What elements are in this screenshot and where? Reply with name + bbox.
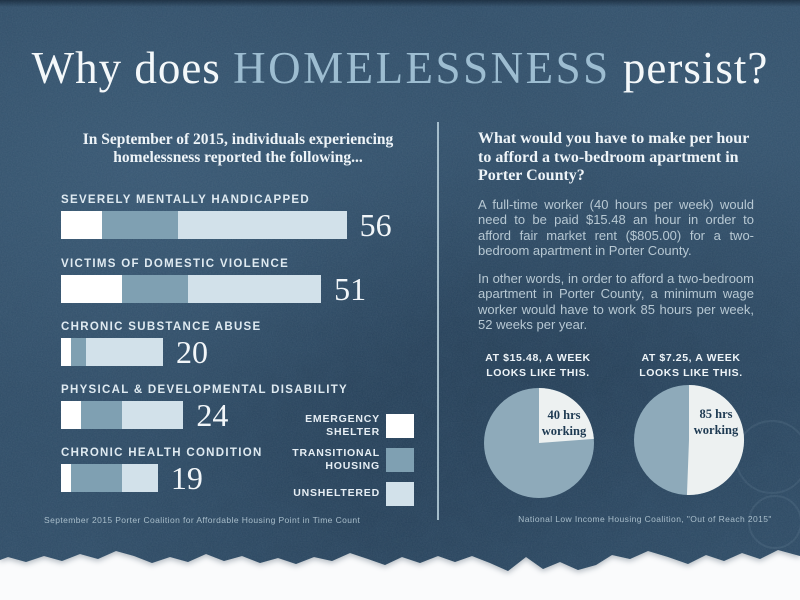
bar-segment-emergency-shelter bbox=[61, 211, 102, 239]
bar-row-severely-mentally-handicapped: SEVERELY MENTALLY HANDICAPPED 56 bbox=[61, 194, 392, 241]
pie-wedge-label: 40 hrs working bbox=[541, 408, 587, 439]
legend-label: EMERGENCY SHELTER bbox=[305, 412, 380, 438]
pie-wedge-label: 85 hrs working bbox=[693, 407, 739, 438]
pie-slice-working bbox=[539, 388, 594, 443]
bar-row-physical-developmental-disability: PHYSICAL & DEVELOPMENTAL DISABILITY 24 bbox=[61, 384, 349, 433]
bar-total-value: 24 bbox=[196, 397, 229, 433]
legend-label: UNSHELTERED bbox=[293, 487, 380, 500]
bar-segment-unsheltered bbox=[122, 401, 184, 429]
legend-swatch-transitional-housing bbox=[386, 448, 414, 472]
right-heading-line1: What would you have to make per hour bbox=[478, 130, 750, 147]
bar-segment-emergency-shelter bbox=[61, 275, 123, 303]
bar-segment-unsheltered bbox=[188, 275, 322, 303]
paragraph-fair-market-rent: A full-time worker (40 hours per week) w… bbox=[478, 197, 754, 258]
chart-legend: EMERGENCY SHELTER TRANSITIONAL HOUSING UNS… bbox=[280, 412, 414, 516]
pie-slice-working bbox=[686, 385, 745, 495]
bar-category-label: PHYSICAL & DEVELOPMENTAL DISABILITY bbox=[61, 384, 349, 396]
water-stain bbox=[748, 495, 800, 549]
title-prefix: Why does bbox=[31, 43, 221, 93]
bar-row-victims-of-domestic-violence: VICTIMS OF DOMESTIC VIOLENCE 51 bbox=[61, 258, 366, 305]
legend-swatch-emergency-shelter bbox=[386, 414, 414, 438]
left-source: September 2015 Porter Coalition for Affo… bbox=[44, 515, 361, 525]
pie-svg bbox=[634, 385, 745, 495]
bar-category-label: SEVERELY MENTALLY HANDICAPPED bbox=[61, 194, 311, 206]
bar: 19 bbox=[61, 460, 203, 496]
pie-svg bbox=[484, 388, 594, 498]
bar-segment-transitional-housing bbox=[122, 275, 189, 303]
bar-segment-unsheltered bbox=[86, 338, 163, 366]
pie-caption-15.48: AT $15.48, A WEEK LOOKS LIKE THIS. bbox=[485, 352, 591, 379]
bar-segment-emergency-shelter bbox=[61, 464, 72, 492]
title-suffix: persist? bbox=[622, 43, 769, 93]
left-intro-line1: In September of 2015, individuals experi… bbox=[82, 131, 394, 148]
bar: 24 bbox=[61, 397, 229, 433]
bar-segment-transitional-housing bbox=[71, 464, 123, 492]
right-heading: What would you have to make per hour to … bbox=[478, 130, 770, 186]
bar-category-label: CHRONIC HEALTH CONDITION bbox=[61, 447, 263, 459]
left-intro: In September of 2015, individuals experi… bbox=[40, 131, 436, 167]
pie-chart-0: 40 hrs working bbox=[483, 387, 595, 499]
paragraph-minimum-wage: In other words, in order to afford a two… bbox=[478, 271, 754, 332]
page-title: Why does HOMELESSNESS persist? bbox=[0, 42, 800, 94]
bar-segment-transitional-housing bbox=[81, 401, 123, 429]
left-intro-line2: homelessness reported the following... bbox=[113, 149, 363, 167]
bar-total-value: 19 bbox=[170, 460, 203, 496]
right-heading-line3: Porter County? bbox=[478, 167, 585, 185]
bar-total-value: 56 bbox=[359, 207, 392, 243]
pie-caption-7.25: AT $7.25, A WEEK LOOKS LIKE THIS. bbox=[639, 352, 743, 379]
bar-row-chronic-substance-abuse: CHRONIC SUBSTANCE ABUSE 20 bbox=[61, 321, 262, 370]
bar: 20 bbox=[61, 334, 208, 370]
bar: 51 bbox=[61, 271, 367, 307]
legend-swatch-unsheltered bbox=[386, 482, 414, 506]
legend-item-unsheltered: UNSHELTERED bbox=[280, 482, 414, 506]
bar-segment-unsheltered bbox=[122, 464, 158, 492]
title-highlight: HOMELESSNESS bbox=[233, 43, 611, 93]
legend-item-transitional-housing: TRANSITIONAL HOUSING bbox=[280, 446, 414, 472]
bar-segment-transitional-housing bbox=[101, 211, 179, 239]
bar-category-label: VICTIMS OF DOMESTIC VIOLENCE bbox=[61, 258, 290, 270]
panel-divider bbox=[437, 122, 439, 520]
bar-segment-unsheltered bbox=[178, 211, 347, 239]
legend-item-emergency-shelter: EMERGENCY SHELTER bbox=[280, 412, 414, 438]
bar-row-chronic-health-condition: CHRONIC HEALTH CONDITION 19 bbox=[61, 447, 263, 496]
legend-label: TRANSITIONAL HOUSING bbox=[292, 446, 380, 472]
bar-segment-emergency-shelter bbox=[61, 338, 72, 366]
bar-segment-transitional-housing bbox=[71, 338, 87, 366]
bar-category-label: CHRONIC SUBSTANCE ABUSE bbox=[61, 321, 262, 333]
bar-total-value: 51 bbox=[334, 271, 367, 307]
bar: 56 bbox=[61, 207, 392, 243]
bar-segment-emergency-shelter bbox=[61, 401, 82, 429]
pie-chart-1: 85 hrs working bbox=[633, 384, 745, 496]
right-source: National Low Income Housing Coalition, "… bbox=[518, 514, 772, 524]
bar-total-value: 20 bbox=[175, 334, 208, 370]
right-heading-line2: to afford a two-bedroom apartment in bbox=[478, 148, 739, 166]
